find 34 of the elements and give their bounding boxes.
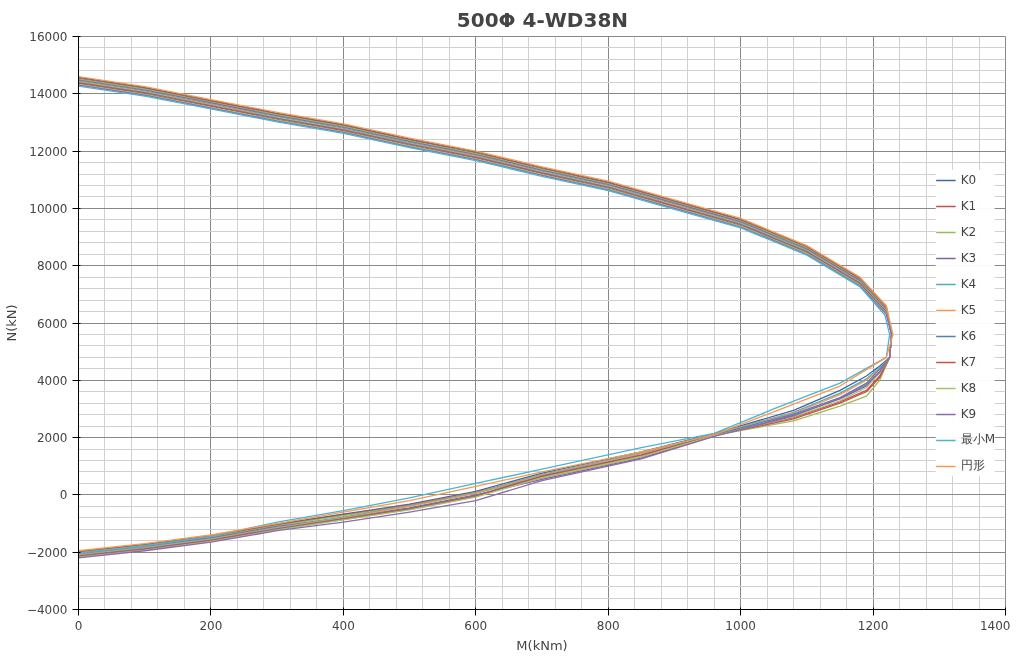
- y-tick-label: 14000: [29, 87, 68, 102]
- legend-label: K4: [960, 276, 978, 291]
- y-tick-label: −2000: [26, 545, 68, 560]
- legend-label: K7: [960, 354, 978, 369]
- x-tick-label: 1400: [979, 618, 1011, 633]
- y-tick-label: 2000: [36, 431, 68, 446]
- legend-label: K6: [960, 328, 978, 343]
- y-tick-label: 10000: [29, 201, 68, 216]
- x-axis-title: M(kNm): [516, 637, 568, 653]
- chart-title: 500Φ 4-WD38N: [456, 7, 629, 32]
- y-tick-label: 12000: [29, 144, 68, 159]
- x-tick-label: 200: [199, 618, 223, 633]
- legend-label: K5: [960, 302, 978, 317]
- y-tick-label: 4000: [36, 373, 68, 388]
- legend-label: 最小M: [960, 431, 995, 448]
- x-tick-label: 400: [331, 618, 355, 633]
- y-tick-label: 16000: [29, 30, 68, 44]
- y-tick-label: −4000: [26, 603, 68, 617]
- x-tick-label: 1000: [725, 618, 756, 633]
- legend-label: K8: [960, 380, 978, 395]
- legend-label: K3: [960, 250, 978, 265]
- y-tick-label: 6000: [36, 316, 68, 331]
- legend-label: K9: [960, 406, 978, 421]
- legend-label: K2: [960, 224, 978, 239]
- x-tick-label: 600: [464, 618, 488, 633]
- x-tick-label: 1200: [857, 618, 889, 633]
- legend-label: K1: [960, 198, 978, 213]
- legend-label: 円形: [960, 457, 985, 474]
- x-tick-label: 800: [596, 618, 620, 633]
- y-tick-label: 8000: [36, 259, 68, 274]
- y-axis-title: N(kN): [3, 304, 19, 342]
- y-tick-label: 0: [59, 488, 68, 503]
- x-tick-label: 0: [74, 618, 83, 633]
- legend-label: K0: [960, 172, 978, 187]
